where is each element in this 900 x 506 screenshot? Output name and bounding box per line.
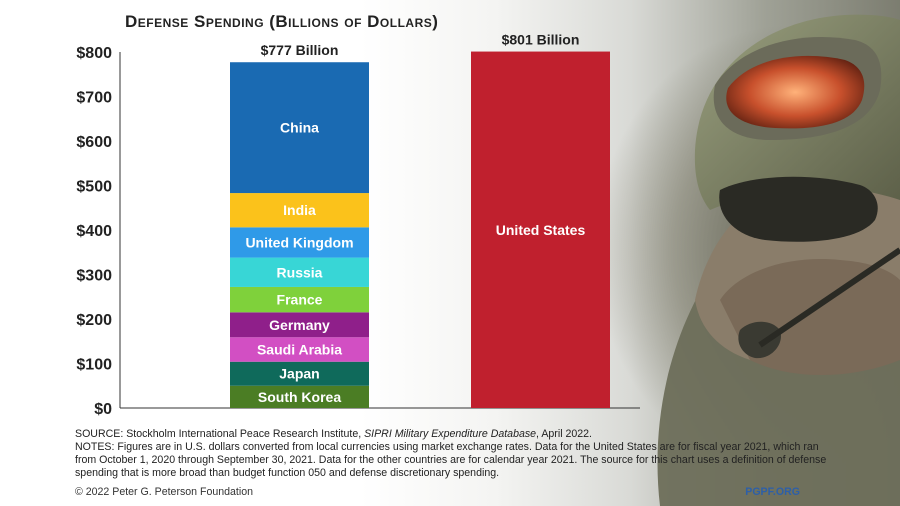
y-tick-label: $600 — [76, 134, 112, 151]
bar-segment-label: Saudi Arabia — [257, 341, 342, 357]
bar-segment-label: Japan — [279, 366, 319, 382]
y-tick-label: $400 — [76, 223, 112, 240]
bar-segment-label: India — [283, 202, 316, 218]
bar-segment — [230, 385, 369, 408]
bar-segment — [471, 51, 610, 409]
bar-segment-label: United Kingdom — [245, 234, 353, 250]
y-tick-label: $200 — [76, 312, 112, 329]
bar-segment — [230, 286, 369, 313]
bar-segment-label: Germany — [269, 317, 330, 333]
y-tick-label: $700 — [76, 90, 112, 107]
bar-segment-label: Russia — [277, 264, 323, 280]
bar-segment — [230, 257, 369, 287]
bar-segment — [230, 227, 369, 258]
bar-segment-label: United States — [496, 222, 586, 238]
source-prefix: SOURCE: Stockholm International Peace Re… — [75, 428, 365, 440]
soldier-photo — [657, 14, 900, 506]
bar-segment-label: South Korea — [258, 389, 341, 405]
y-tick-label: $300 — [76, 268, 112, 285]
source-suffix: , April 2022. — [536, 428, 592, 440]
pgpf-logo: PGPF.ORG — [745, 486, 800, 498]
copyright: © 2022 Peter G. Peterson Foundation — [75, 486, 254, 498]
source-title: SIPRI Military Expenditure Database — [364, 428, 537, 440]
bar-segment-label: France — [277, 292, 323, 308]
source-line: SOURCE: Stockholm International Peace Re… — [75, 428, 835, 441]
bar-segment — [230, 337, 369, 362]
bar-total-label: $801 Billion — [502, 32, 580, 48]
y-tick-label: $100 — [76, 357, 112, 374]
bar-segment-label: China — [280, 120, 319, 136]
notes-text: NOTES: Figures are in U.S. dollars conve… — [75, 441, 827, 479]
bar-segment — [230, 312, 369, 338]
bar-total-label: $777 Billion — [261, 42, 339, 58]
bar-segment — [230, 62, 369, 194]
y-tick-label: $0 — [94, 401, 112, 418]
y-tick-label: $800 — [76, 45, 112, 62]
y-tick-label: $500 — [76, 179, 112, 196]
chart-title: Defense Spending (Billions of Dollars) — [125, 12, 439, 31]
bar-segment — [230, 193, 369, 228]
bar-segment — [230, 361, 369, 386]
chart-notes: SOURCE: Stockholm International Peace Re… — [75, 428, 835, 480]
